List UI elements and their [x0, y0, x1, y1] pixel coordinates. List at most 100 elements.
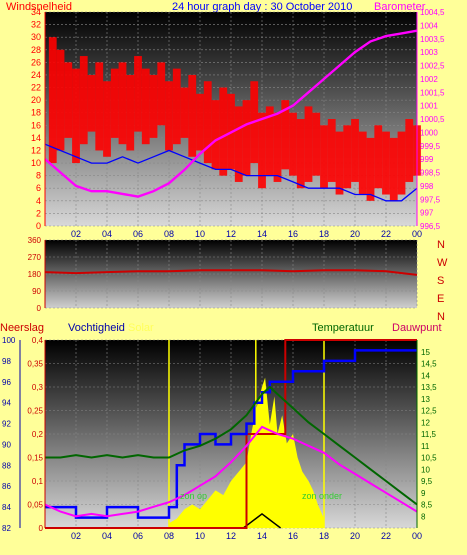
- dewpoint-line: [44, 425, 418, 518]
- temperature-y-tick-label: 9: [421, 489, 426, 498]
- humidity-y-tick-label: 98: [2, 357, 11, 366]
- wind-bar: [87, 74, 96, 132]
- wind-y-tick-label: 2: [36, 208, 41, 218]
- temperature-axis-title: Temperatuur: [312, 322, 374, 334]
- wind-bar: [157, 62, 166, 126]
- rain-y-tick-label: 0,4: [32, 336, 44, 345]
- wind-y-tick-label: 12: [31, 145, 41, 155]
- barometer-y-tick-label: 1001,5: [420, 88, 445, 97]
- x-tick-label: 08: [164, 531, 174, 541]
- wind-bar: [304, 106, 313, 182]
- wind-bar: [258, 112, 266, 189]
- temperature-y-tick-label: 11,5: [421, 430, 437, 439]
- x-tick-label: 10: [195, 531, 205, 541]
- x-tick-label: 04: [102, 229, 112, 239]
- x-tick-label: 08: [164, 229, 174, 239]
- rain-y-tick-label: 0,1: [32, 477, 44, 486]
- solar-area: [169, 377, 324, 528]
- barometer-y-tick-label: 1000: [420, 128, 438, 137]
- x-tick-label: 14: [257, 229, 267, 239]
- temperature-y-tick-label: 14,5: [421, 360, 437, 369]
- x-tick-label: 22: [381, 229, 391, 239]
- humidity-y-tick-label: 94: [2, 399, 11, 408]
- barometer-y-tick-label: 1002,5: [420, 62, 445, 71]
- wind-axes: 02 04 06 08 10 12 14 16 18 20 22 000246810121416182…: [31, 7, 445, 239]
- wind-bar: [366, 137, 375, 201]
- wind-y-tick-label: 22: [31, 83, 41, 93]
- humidity-y-tick-label: 100: [2, 336, 16, 345]
- x-tick-label: 22: [381, 531, 391, 541]
- barometer-y-tick-label: 998: [420, 182, 434, 191]
- humidity-y-tick-label: 82: [2, 524, 11, 533]
- barometer-y-tick-label: 998,5: [420, 169, 441, 178]
- direction-y-tick-label: 270: [28, 253, 42, 262]
- temperature-y-tick-label: 11: [421, 442, 430, 451]
- x-tick-label: 12: [226, 229, 236, 239]
- x-tick-label: 02: [71, 531, 81, 541]
- direction-letter: S: [437, 275, 444, 287]
- barometer-y-tick-label: 999: [420, 155, 434, 164]
- wind-y-tick-label: 24: [31, 70, 41, 80]
- wind-bar: [211, 100, 220, 170]
- rain-y-tick-label: 0: [39, 524, 44, 533]
- wind-y-tick-label: 8: [36, 171, 41, 181]
- wind-bar: [118, 62, 127, 145]
- wind-bar: [312, 112, 321, 176]
- uv-line: [242, 512, 282, 529]
- wind-bar: [389, 137, 398, 201]
- wind-bar: [188, 74, 197, 157]
- wind-y-tick-label: 0: [36, 221, 41, 231]
- rain-axis-title: Neerslag: [0, 322, 44, 334]
- gust-line: [44, 143, 418, 202]
- wind-bar: [165, 81, 173, 151]
- solar-legend-label: Solar: [128, 322, 154, 334]
- wind-y-tick-label: 10: [31, 158, 41, 168]
- wind-bar: [134, 56, 142, 132]
- wind-bar: [48, 37, 57, 164]
- x-tick-label: 16: [288, 229, 298, 239]
- rain-y-tick-label: 0,35: [27, 360, 43, 369]
- barometer-axis-title: Barometer: [374, 1, 426, 13]
- wind-bar: [172, 68, 181, 145]
- wind-y-tick-label: 14: [31, 133, 41, 143]
- wind-bar: [382, 131, 390, 195]
- direction-y-tick-label: 360: [28, 236, 42, 245]
- wind-bar: [405, 119, 414, 182]
- temperature-line: [45, 385, 418, 506]
- wind-bar: [320, 125, 328, 189]
- barometer-y-tick-label: 1001: [420, 102, 438, 111]
- wind-bar: [203, 81, 212, 164]
- barometer-line: [44, 29, 418, 198]
- direction-y-tick-label: 90: [32, 287, 41, 296]
- direction-y-tick-label: 180: [28, 270, 42, 279]
- x-tick-label: 04: [102, 531, 112, 541]
- barometer-y-tick-label: 1004: [420, 21, 438, 30]
- x-tick-label: 18: [319, 531, 329, 541]
- wind-bar: [149, 74, 158, 138]
- wind-axis-title: Windsnelheid: [6, 1, 72, 13]
- rain-y-tick-label: 0,3: [32, 383, 44, 392]
- temperature-y-tick-label: 10: [421, 465, 430, 474]
- rain-y-tick-label: 0,05: [27, 501, 43, 510]
- wind-bar: [289, 112, 297, 176]
- wind-bar: [196, 93, 204, 151]
- wind-bar: [242, 100, 251, 176]
- direction-series-group: [44, 269, 418, 276]
- sunrise-label: zon op: [180, 491, 207, 501]
- x-tick-label: 06: [133, 531, 143, 541]
- temp-axes: 02 04 06 08 10 12 14 16 18 20 22 0000,050,10,150,20…: [2, 336, 437, 541]
- temperature-y-tick-label: 8: [421, 512, 426, 521]
- wind-bar: [56, 49, 65, 151]
- humidity-axis-title: Vochtigheid: [68, 322, 125, 334]
- x-tick-label: 16: [288, 531, 298, 541]
- wind-y-tick-label: 30: [31, 32, 41, 42]
- wind-y-tick-label: 32: [31, 20, 41, 30]
- rain-line: [45, 339, 417, 529]
- wind-bar: [358, 131, 367, 195]
- barometer-y-tick-label: 999,5: [420, 142, 441, 151]
- x-tick-label: 10: [195, 229, 205, 239]
- x-tick-label: 12: [226, 531, 236, 541]
- wind-bar: [64, 62, 73, 138]
- temperature-y-tick-label: 10,5: [421, 454, 437, 463]
